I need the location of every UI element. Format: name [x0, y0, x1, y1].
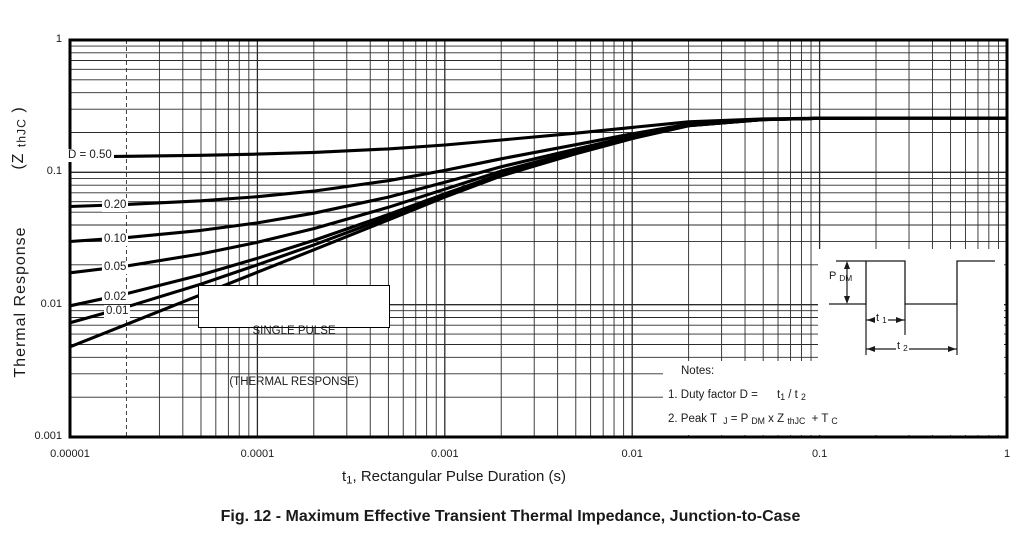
y-tick-0.01: 0.01: [40, 297, 62, 310]
x-tick-1: 1: [1003, 448, 1011, 460]
curve-label-0.02: 0.02: [102, 291, 129, 304]
pdm-label: P DM: [829, 270, 853, 283]
y-tick-1: 1: [55, 33, 62, 45]
t2-label: t 2: [896, 340, 909, 353]
notes-heading: Notes:: [681, 365, 715, 377]
curve-label-0.01: 0.01: [104, 305, 131, 318]
y-tick-0.1: 0.1: [46, 165, 62, 178]
curve-label-0.05: 0.05: [102, 261, 129, 274]
y-axis-symbol: (Z thJC ): [10, 106, 29, 170]
note-peak-tj: 2. Peak T J = P DM x Z thJC + T C: [668, 413, 838, 426]
figure-caption: Fig. 12 - Maximum Effective Transient Th…: [220, 508, 801, 525]
x-tick-0.1: 0.1: [811, 448, 828, 460]
plot-frame: [68, 38, 1009, 439]
curve-label-0.10: 0.10: [102, 233, 129, 246]
x-axis-title: t1, Rectangular Pulse Duration (s): [342, 468, 566, 487]
x-tick-0.00001: 0.00001: [50, 448, 90, 460]
pulse-waveform: [829, 260, 995, 305]
single-pulse-label-box: SINGLE PULSE (THERMAL RESPONSE): [198, 285, 390, 388]
single-pulse-line2: (THERMAL RESPONSE): [229, 376, 359, 388]
y-tick-0.001: 0.001: [34, 430, 62, 442]
note-duty-factor: 1. Duty factor D = t1 / t 2: [668, 389, 806, 402]
x-tick-0.0001: 0.0001: [240, 448, 275, 460]
x-tick-0.01: 0.01: [621, 448, 643, 460]
curve-single-pulse: [68, 116, 1009, 349]
curve-label-0.50: D = 0.50: [66, 149, 114, 162]
x-tick-0.001: 0.001: [431, 448, 459, 460]
curve-label-0.20: 0.20: [102, 199, 129, 212]
t1-label: t 1: [875, 312, 888, 325]
single-pulse-line1: SINGLE PULSE: [252, 325, 336, 337]
